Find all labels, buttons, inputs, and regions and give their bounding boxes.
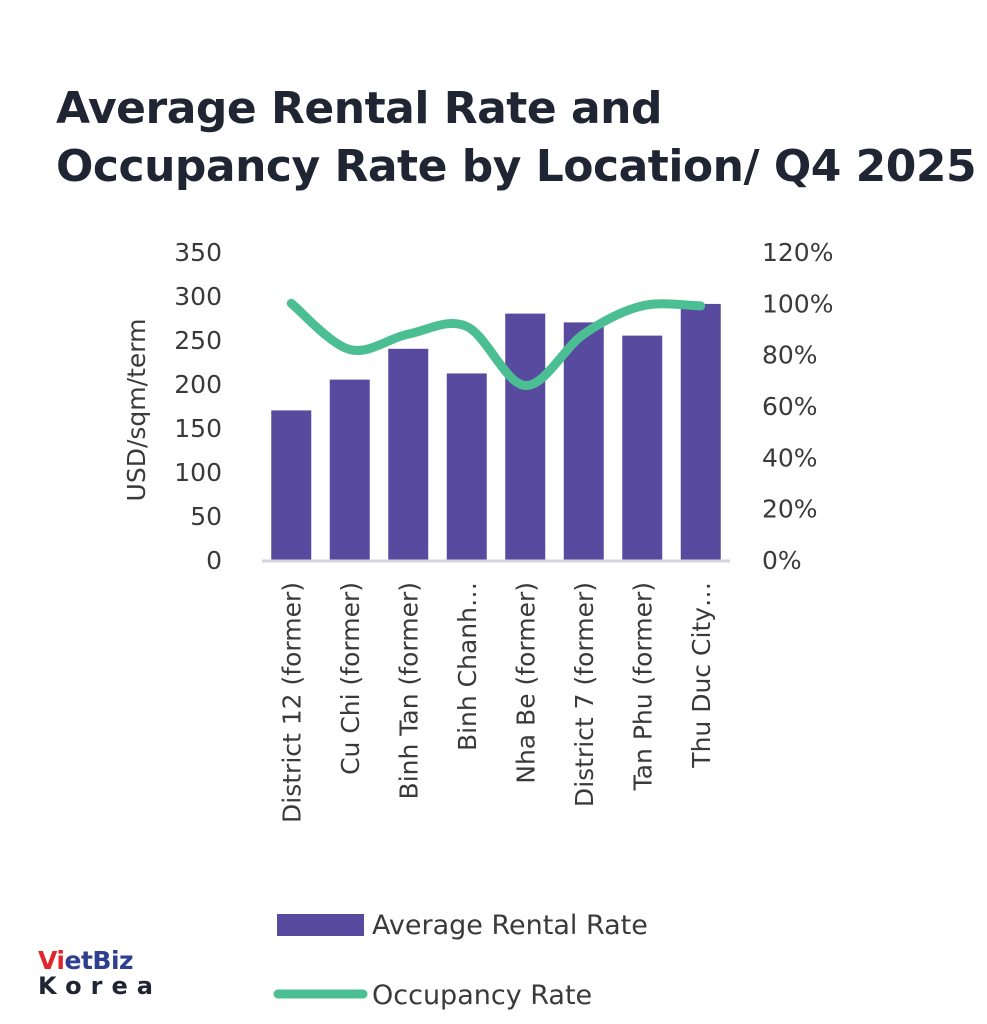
bar-1 xyxy=(271,410,312,560)
logo-text-korea: Korea xyxy=(38,972,162,1000)
y-axis-title: USD/sqm/term xyxy=(122,319,151,502)
x-tick-label: District 12 (former) xyxy=(277,582,306,823)
bar-5 xyxy=(505,313,546,560)
y-tick-label: 150 xyxy=(174,414,222,443)
bar-3 xyxy=(388,348,429,560)
x-tick-label: Cu Chi (former) xyxy=(336,582,365,775)
x-tick-label: Tan Phu (former) xyxy=(628,582,657,791)
x-tick-label: Binh Tan (former) xyxy=(394,582,423,799)
vietbiz-korea-logo: VietBiz Korea xyxy=(38,946,162,1000)
x-tick-label: Thu Duc City… xyxy=(687,582,716,769)
legend-label-occupancy: Occupancy Rate xyxy=(372,980,592,1011)
logo-text-etbiz: etBiz xyxy=(64,946,134,975)
legend-label-rental: Average Rental Rate xyxy=(372,910,648,941)
y-tick-label: 50 xyxy=(190,502,222,531)
chart-title: Average Rental Rate and Occupancy Rate b… xyxy=(56,80,977,196)
bar-4 xyxy=(446,373,487,560)
y-tick-label: 350 xyxy=(174,238,222,267)
y2-tick-label: 0% xyxy=(762,546,802,575)
y-tick-label: 200 xyxy=(174,370,222,399)
occupancy-rate-line xyxy=(286,298,706,390)
y-tick-label: 0 xyxy=(206,546,222,575)
y2-tick-label: 20% xyxy=(762,495,818,524)
bar-2 xyxy=(329,379,370,560)
y2-tick-label: 120% xyxy=(762,238,833,267)
x-tick-label: Nha Be (former) xyxy=(511,582,540,784)
x-tick-label: District 7 (former) xyxy=(570,582,599,807)
y-tick-label: 100 xyxy=(174,458,222,487)
bar-6 xyxy=(563,322,604,560)
y-tick-label: 300 xyxy=(174,282,222,311)
y2-tick-label: 60% xyxy=(762,392,818,421)
y2-tick-label: 100% xyxy=(762,289,833,318)
y2-tick-label: 80% xyxy=(762,341,818,370)
y2-tick-label: 40% xyxy=(762,443,818,472)
logo-text-vi: Vi xyxy=(38,946,65,975)
chart-title-line-2: Occupancy Rate by Location/ Q4 2025 xyxy=(56,141,977,192)
x-tick-label: Binh Chanh… xyxy=(453,582,482,751)
y-tick-label: 250 xyxy=(174,326,222,355)
chart-title-line-1: Average Rental Rate and xyxy=(56,83,663,134)
bar-8 xyxy=(680,303,721,560)
legend-swatch-rental xyxy=(277,914,364,936)
bar-7 xyxy=(622,335,663,560)
